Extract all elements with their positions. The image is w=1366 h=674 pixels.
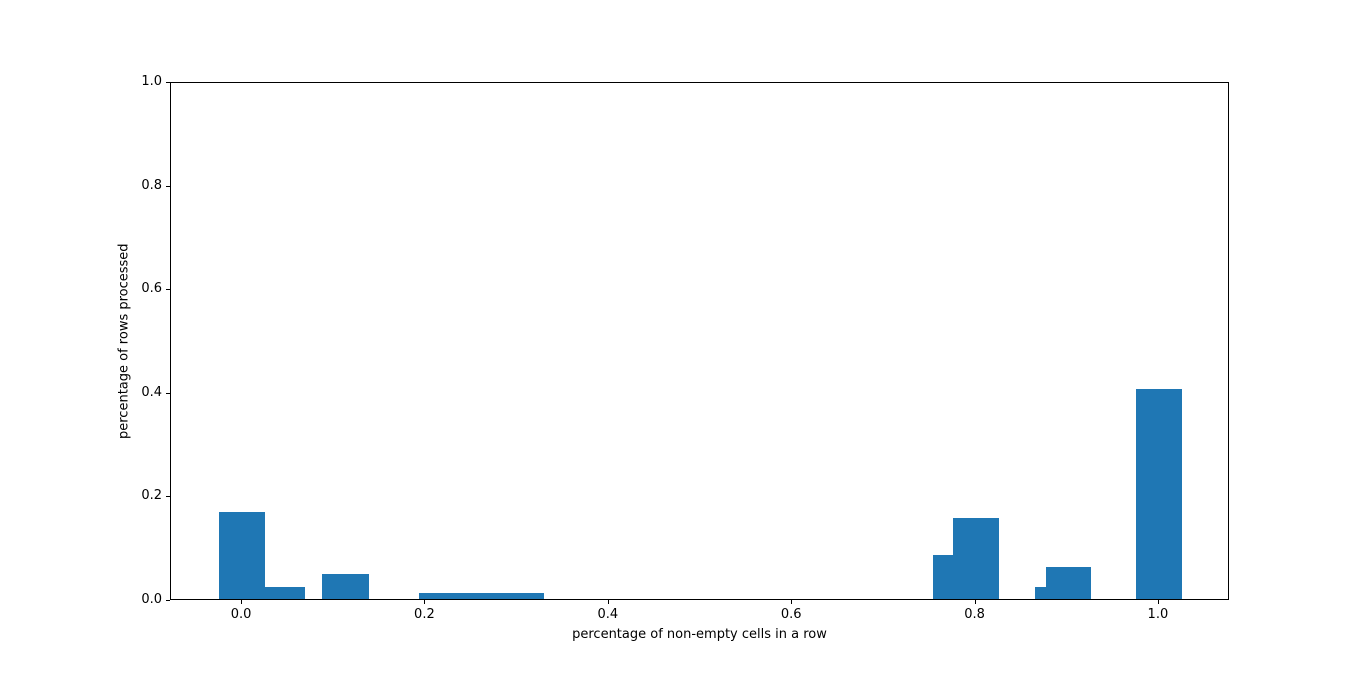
- histogram-bar: [219, 512, 265, 599]
- histogram-bar: [1135, 389, 1182, 599]
- y-tick-mark: [166, 600, 170, 601]
- x-tick-mark: [424, 600, 426, 604]
- x-tick-mark: [241, 600, 243, 604]
- y-tick-label: 0.2: [141, 488, 162, 504]
- histogram-bar: [1034, 586, 1046, 599]
- histogram-bar: [932, 555, 953, 599]
- y-tick-mark: [166, 289, 170, 291]
- histogram-bar: [418, 592, 544, 599]
- y-tick-mark: [166, 185, 170, 187]
- x-axis-label: percentage of non-empty cells in a row: [572, 627, 827, 642]
- x-tick-label: 1.0: [1147, 607, 1169, 622]
- y-tick-mark: [166, 496, 170, 498]
- y-tick-label: 0.6: [141, 281, 162, 297]
- y-tick-label: 0.0: [141, 592, 162, 607]
- y-tick-label: 0.8: [141, 177, 162, 193]
- x-tick-label: 0.4: [597, 607, 619, 622]
- y-tick-mark: [166, 82, 170, 83]
- x-tick-label: 0.2: [414, 607, 435, 622]
- x-tick-label: 0.0: [230, 607, 252, 622]
- x-tick-mark: [791, 600, 793, 604]
- y-tick-label: 0.4: [141, 384, 162, 400]
- y-tick-label: 1.0: [141, 74, 162, 89]
- x-tick-mark: [974, 600, 976, 604]
- histogram-bar: [952, 518, 1000, 599]
- x-tick-mark: [1157, 600, 1159, 604]
- x-tick-mark: [607, 600, 609, 604]
- plot-area: [170, 82, 1229, 600]
- histogram-bar: [265, 586, 305, 599]
- x-tick-label: 0.8: [964, 607, 985, 622]
- histogram-bar: [1045, 566, 1091, 599]
- y-tick-mark: [166, 392, 170, 394]
- y-axis-label: percentage of rows processed: [116, 243, 132, 439]
- histogram-bar: [321, 574, 369, 599]
- x-tick-label: 0.6: [780, 607, 802, 622]
